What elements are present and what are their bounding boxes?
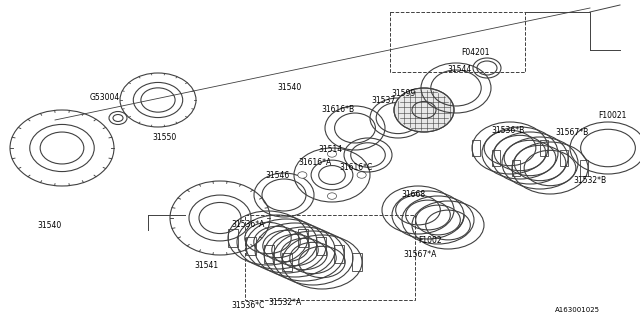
Text: G53004: G53004 [90,93,120,102]
Bar [298,229,308,247]
Text: 31544: 31544 [448,65,472,74]
Bar [390,12,525,72]
Text: 31537: 31537 [372,96,396,105]
Text: 31546: 31546 [266,171,290,180]
Text: 31616*C: 31616*C [339,163,372,172]
Bar [560,150,568,166]
Text: 31514: 31514 [318,145,342,154]
Text: 31567*B: 31567*B [556,128,589,137]
Text: 31536*C: 31536*C [231,301,265,310]
Text: 31532*B: 31532*B [573,176,607,185]
Text: 31540: 31540 [38,221,62,230]
Bar [352,253,362,271]
Text: 31540: 31540 [278,83,302,92]
Text: 31567*A: 31567*A [403,250,436,259]
Text: 31541: 31541 [194,261,218,270]
Ellipse shape [394,88,454,132]
Text: F04201: F04201 [461,48,489,57]
Text: 31536*A: 31536*A [231,220,265,229]
Ellipse shape [328,193,337,199]
Text: 31668: 31668 [401,190,425,199]
Ellipse shape [328,151,337,157]
Text: A163001025: A163001025 [555,307,600,313]
Bar [492,150,500,166]
Ellipse shape [298,172,307,178]
Bar [282,253,292,271]
Text: 31536*B: 31536*B [492,126,525,135]
Text: 31599: 31599 [392,89,416,98]
Bar [334,245,344,263]
Bar [245,215,415,300]
Bar [228,229,238,247]
Bar [316,237,326,255]
Bar [540,140,548,156]
Text: 31550: 31550 [153,133,177,142]
Text: F10021: F10021 [598,111,626,120]
Text: F1002: F1002 [418,236,442,245]
Bar [264,245,274,263]
Bar [580,160,588,176]
Text: 31532*A: 31532*A [268,298,301,307]
Bar [472,140,480,156]
Text: 31616*B: 31616*B [321,105,355,114]
Text: 31616*A: 31616*A [298,158,332,167]
Bar [246,237,256,255]
Ellipse shape [357,172,366,178]
Bar [512,160,520,176]
